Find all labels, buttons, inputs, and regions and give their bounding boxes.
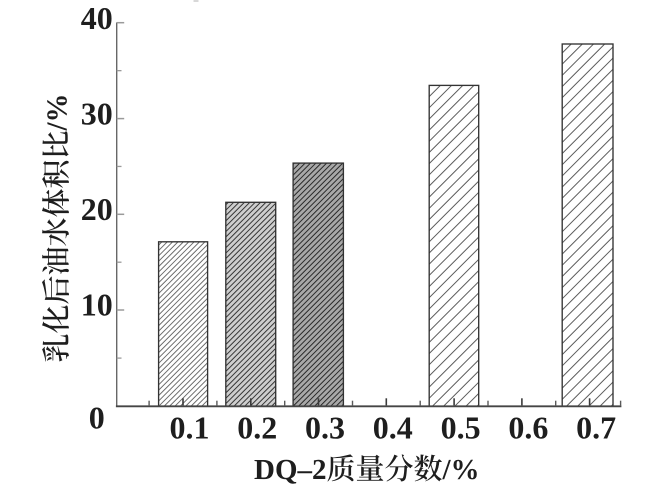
svg-text:0.5: 0.5 [441,410,481,446]
svg-text:0.1: 0.1 [170,410,210,446]
svg-text:0.7: 0.7 [576,410,616,446]
svg-text:0.4: 0.4 [373,410,413,446]
svg-text:0: 0 [89,400,105,436]
svg-text:30: 30 [81,95,113,131]
svg-text:20: 20 [81,191,113,227]
svg-text:40: 40 [81,0,113,36]
svg-text:0.2: 0.2 [237,410,277,446]
svg-text:0.3: 0.3 [305,410,345,446]
svg-text:0.6: 0.6 [508,410,548,446]
svg-text:10: 10 [81,287,113,323]
